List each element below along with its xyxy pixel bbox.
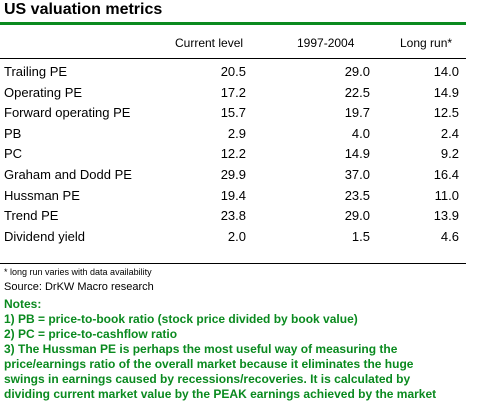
table-row: Trailing PE 20.5 29.0 14.0 [0, 64, 466, 84]
cell-long-run: 9.2 [440, 146, 459, 162]
cell-long-run: 16.4 [433, 167, 459, 182]
column-header-1997-2004: 1997-2004 [297, 36, 355, 50]
table-row: Dividend yield 2.0 1.5 4.6 [0, 229, 466, 249]
table-row: Operating PE 17.2 22.5 14.9 [0, 85, 466, 105]
cell-current: 17.2 [220, 84, 246, 100]
cell-long-run: 11.0 [434, 187, 459, 203]
table-row: Hussman PE 19.4 23.5 11.0 [0, 188, 466, 208]
cell-current: 2.0 [227, 228, 246, 244]
row-label: Hussman PE [4, 187, 80, 203]
cell-long-run: 13.9 [433, 208, 459, 224]
cell-current: 2.9 [227, 125, 246, 141]
column-header-current-level: Current level [175, 36, 244, 50]
notes-line: 1) PB = price-to-book ratio (stock price… [4, 312, 358, 326]
source-note: Source: DrKW Macro research [4, 281, 154, 293]
notes-heading: Notes: [4, 297, 42, 311]
cell-p1997-2004: 37.0 [344, 167, 370, 182]
cell-p1997-2004: 29.0 [344, 64, 370, 79]
cell-p1997-2004: 23.5 [344, 187, 370, 203]
row-label: PB [4, 125, 22, 141]
table-row: PB 2.9 4.0 2.4 [0, 126, 466, 146]
title-underline [0, 22, 466, 25]
table-row: Forward operating PE 15.7 19.7 12.5 [0, 105, 466, 125]
header-divider [0, 58, 466, 59]
row-label: Forward operating PE [4, 105, 131, 121]
footnote: * long run varies with data availability [4, 267, 152, 277]
cell-current: 20.5 [220, 64, 246, 79]
table-title: US valuation metrics [4, 1, 163, 18]
notes-line: 3) The Hussman PE is perhaps the most us… [4, 342, 398, 356]
cell-p1997-2004: 29.0 [344, 208, 370, 224]
cell-p1997-2004: 22.5 [344, 84, 370, 100]
cell-long-run: 14.9 [433, 84, 459, 100]
row-label: Trend PE [4, 208, 59, 224]
notes-block: Notes: 1) PB = price-to-book ratio (stoc… [4, 297, 486, 402]
row-label: Graham and Dodd PE [4, 167, 132, 182]
cell-p1997-2004: 1.5 [351, 228, 370, 244]
cell-long-run: 2.4 [440, 125, 459, 141]
row-label: Operating PE [4, 84, 83, 100]
cell-p1997-2004: 14.9 [344, 146, 370, 162]
cell-current: 23.8 [220, 208, 246, 224]
row-label: Dividend yield [4, 228, 85, 244]
cell-p1997-2004: 4.0 [351, 125, 370, 141]
column-header-long-run: Long run* [400, 36, 453, 50]
cell-long-run: 14.0 [433, 64, 459, 79]
cell-p1997-2004: 19.7 [344, 105, 370, 121]
cell-long-run: 4.6 [440, 228, 459, 244]
notes-line: swings in earnings caused by recessions/… [4, 372, 411, 386]
table-bottom-divider [0, 263, 466, 264]
row-label: PC [4, 146, 23, 162]
notes-line: price/earnings ratio of the overall mark… [4, 357, 414, 371]
cell-current: 12.2 [220, 146, 246, 162]
cell-current: 29.9 [220, 167, 246, 182]
notes-line: dividing current market value by the PEA… [4, 387, 437, 401]
cell-current: 19.4 [220, 187, 246, 203]
cell-current: 15.7 [220, 105, 246, 121]
notes-line: 2) PC = price-to-cashflow ratio [4, 327, 178, 341]
table-row: Graham and Dodd PE 29.9 37.0 16.4 [0, 167, 466, 187]
table-row: Trend PE 23.8 29.0 13.9 [0, 208, 466, 228]
cell-long-run: 12.5 [433, 105, 459, 121]
row-label: Trailing PE [4, 64, 68, 79]
table-row: PC 12.2 14.9 9.2 [0, 146, 466, 166]
